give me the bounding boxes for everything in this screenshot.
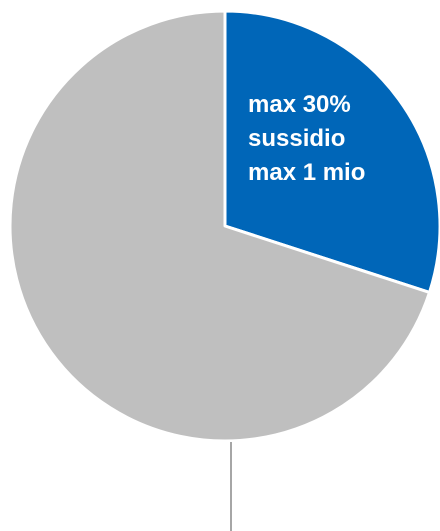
slice-label-subsidy: max 30% sussidio max 1 mio [248, 91, 365, 186]
slice-label-line-3: max 1 mio [248, 159, 365, 186]
pie-slices [8, 9, 440, 443]
pie-slice-subsidy [223, 9, 440, 294]
slice-label-line-2: sussidio [248, 125, 345, 152]
slice-label-line-1: max 30% [248, 91, 351, 118]
pie-slice-remainder [8, 9, 431, 443]
